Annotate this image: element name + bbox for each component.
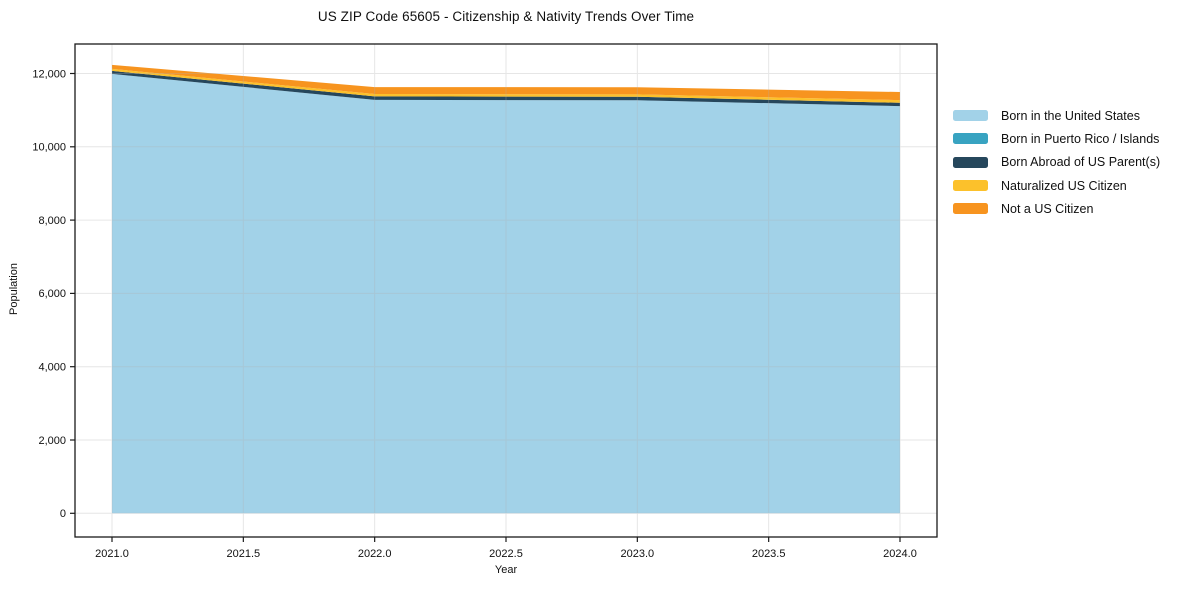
legend-label: Naturalized US Citizen bbox=[1001, 178, 1127, 193]
y-tick-label: 10,000 bbox=[32, 142, 66, 154]
legend-label: Born Abroad of US Parent(s) bbox=[1001, 155, 1161, 170]
legend-item-born-in-the-united-states[interactable]: Born in the United States bbox=[953, 104, 1160, 127]
legend-swatch-icon bbox=[953, 203, 988, 215]
legend-label: Born in the United States bbox=[1001, 108, 1140, 123]
area-naturalized-us-citizen bbox=[112, 68, 900, 103]
x-tick-label: 2022.5 bbox=[489, 548, 523, 560]
area-born-abroad-of-us-parent-s bbox=[112, 70, 900, 107]
legend-swatch-icon bbox=[953, 180, 988, 192]
x-tick-label: 2024.0 bbox=[883, 548, 917, 560]
x-tick-label: 2023.5 bbox=[752, 548, 786, 560]
legend-swatch-icon bbox=[953, 156, 988, 168]
x-tick-label: 2021.5 bbox=[227, 548, 261, 560]
x-axis-ticks: 2021.0 2021.5 2022.0 2022.5 2023.0 2023.5 2024… bbox=[95, 537, 917, 560]
legend-item-born-abroad-of-us-parent-s[interactable]: Born Abroad of US Parent(s) bbox=[953, 151, 1160, 174]
y-tick-label: 8,000 bbox=[38, 215, 66, 227]
y-tick-label: 4,000 bbox=[38, 362, 66, 374]
area-born-in-the-united-states bbox=[112, 73, 900, 514]
y-tick-label: 6,000 bbox=[38, 288, 66, 300]
y-tick-label: 2,000 bbox=[38, 435, 66, 447]
x-axis-label: Year bbox=[494, 564, 518, 576]
x-tick-label: 2023.0 bbox=[621, 548, 655, 560]
x-tick-label: 2022.0 bbox=[358, 548, 392, 560]
legend-swatch-icon bbox=[953, 133, 988, 145]
gridlines bbox=[75, 44, 937, 537]
chart-legend: Born in the United States Born in Puerto … bbox=[953, 104, 1160, 220]
y-tick-label: 0 bbox=[60, 508, 66, 520]
legend-item-naturalized-us-citizen[interactable]: Naturalized US Citizen bbox=[953, 174, 1160, 197]
chart-title: US ZIP Code 65605 - Citizenship & Nativi… bbox=[317, 9, 695, 24]
y-axis-ticks: 0 2,000 4,000 6,000 8,000 10,000 12,000 bbox=[32, 68, 75, 520]
legend-swatch-icon bbox=[953, 110, 988, 122]
x-tick-label: 2021.0 bbox=[95, 548, 129, 560]
legend-item-not-a-us-citizen[interactable]: Not a US Citizen bbox=[953, 197, 1160, 220]
area-bands bbox=[112, 64, 900, 514]
area-not-a-us-citizen bbox=[112, 64, 900, 101]
legend-label: Born in Puerto Rico / Islands bbox=[1001, 131, 1160, 146]
y-tick-label: 12,000 bbox=[32, 68, 66, 80]
legend-label: Not a US Citizen bbox=[1001, 201, 1094, 216]
legend-item-born-in-puerto-rico-islands[interactable]: Born in Puerto Rico / Islands bbox=[953, 127, 1160, 150]
